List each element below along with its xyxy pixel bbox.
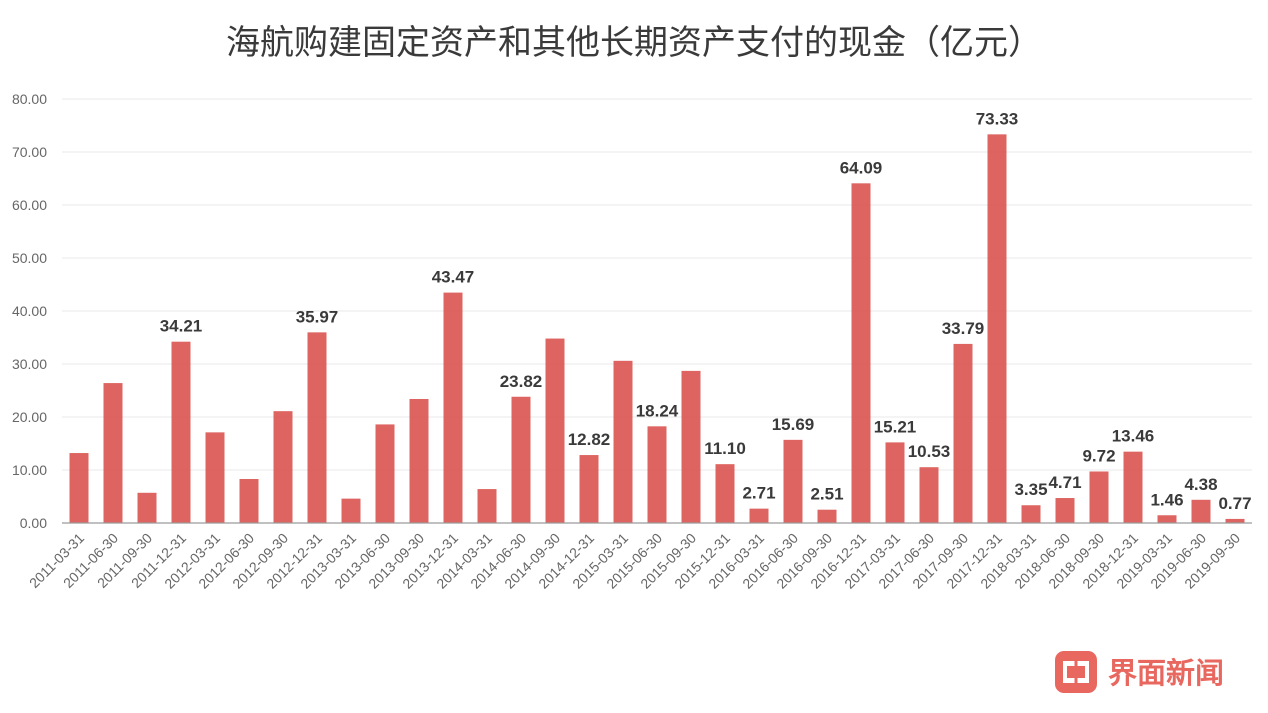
data-labels: 34.21 35.97 43.47 23.82 12.82 18.24 11.10 2.71 1… [160,109,1252,513]
y-tick-label: 60.00 [12,197,47,213]
y-tick-label: 70.00 [12,144,47,160]
bar [647,426,667,523]
jiemian-logo-icon [1055,651,1097,693]
y-tick-label: 80.00 [12,91,47,107]
data-label: 64.09 [840,158,883,177]
y-tick-label: 20.00 [12,409,47,425]
bar [1225,518,1245,523]
data-label: 10.53 [908,442,951,461]
data-label: 2.71 [742,484,775,503]
data-label: 43.47 [432,268,475,287]
bar [1021,505,1041,523]
bars [69,134,1245,523]
gridlines [62,98,1252,471]
data-label: 13.46 [1112,427,1155,446]
bar [545,338,565,523]
bar [477,489,497,523]
data-label: 11.10 [704,439,746,458]
bar [375,424,395,523]
data-label: 33.79 [942,319,985,338]
data-label: 35.97 [296,307,339,326]
bar [239,479,259,523]
bar [341,498,361,523]
data-label: 9.72 [1082,446,1115,465]
data-label: 4.71 [1048,473,1081,492]
data-label: 34.21 [160,317,203,336]
data-label: 12.82 [568,430,611,449]
data-label: 15.21 [874,417,917,436]
bar [1191,499,1211,523]
bar [953,343,973,523]
data-label: 15.69 [772,415,815,434]
bar [715,464,735,523]
y-tick-label: 30.00 [12,356,47,372]
bar [851,183,871,523]
data-label: 0.77 [1218,494,1251,513]
bar [103,383,123,523]
bar [885,442,905,523]
y-tick-label: 40.00 [12,303,47,319]
data-label: 2.51 [810,485,843,504]
bar [919,467,939,523]
y-tick-label: 0.00 [20,515,47,531]
data-label: 18.24 [636,401,679,420]
bar [1055,498,1075,523]
bar [579,455,599,523]
bar [69,453,89,523]
bar [987,134,1007,523]
bar [817,509,837,523]
y-tick-label: 50.00 [12,250,47,266]
chart-title: 海航购建固定资产和其他长期资产支付的现金（亿元） [226,23,1042,63]
bar [307,332,327,523]
data-label: 73.33 [976,109,1019,128]
bar [171,341,191,523]
bar [1157,515,1177,523]
bar [613,360,633,523]
watermark-logo: 界面新闻 [1055,651,1224,693]
y-tick-label: 10.00 [12,462,47,478]
bar [1089,471,1109,523]
bar [749,508,769,523]
data-label: 1.46 [1150,490,1183,509]
bar [511,396,531,523]
bar [1123,451,1143,523]
watermark-text: 界面新闻 [1108,656,1224,690]
x-axis-ticks: 2011-03-312011-06-302011-09-302011-12-31… [26,530,1243,592]
data-label: 4.38 [1184,475,1217,494]
bar [409,398,429,523]
bar [681,370,701,523]
bar [273,411,293,523]
bar [443,292,463,523]
bar [205,432,225,523]
bar [137,492,157,523]
data-label: 3.35 [1014,480,1047,499]
bar [783,439,803,523]
y-axis-ticks: 0.00 10.00 20.00 30.00 40.00 50.00 60.00 70.00 8… [12,91,47,531]
data-label: 23.82 [500,372,543,391]
